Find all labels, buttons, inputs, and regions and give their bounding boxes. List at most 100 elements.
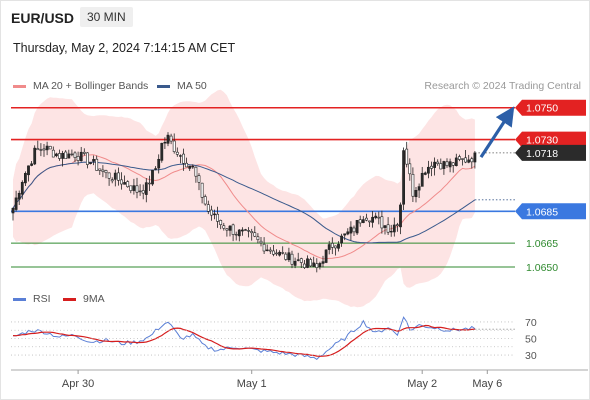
- candle-body: [200, 182, 204, 198]
- candle: [76, 151, 80, 166]
- datetime-label: Thursday, May 2, 2024 7:14:15 AM CET: [13, 41, 236, 55]
- candle: [30, 161, 34, 167]
- candle-body: [262, 243, 266, 252]
- level-label-1.0650: 1.0650: [526, 262, 558, 274]
- candle: [361, 216, 365, 224]
- candle: [113, 169, 117, 187]
- candle-body: [278, 251, 282, 256]
- candle: [386, 217, 390, 236]
- candle-body: [302, 263, 306, 268]
- timeframe-badge[interactable]: 30 MIN: [80, 7, 133, 27]
- candle-body: [352, 227, 356, 233]
- candle: [467, 154, 471, 164]
- candle: [14, 190, 18, 212]
- candle-body: [361, 219, 365, 223]
- candle: [216, 206, 220, 228]
- candle-body: [129, 185, 133, 191]
- candle-body: [402, 150, 406, 205]
- level-tag-1.0685: [515, 203, 586, 220]
- candle: [405, 141, 409, 168]
- candle-body: [383, 225, 387, 228]
- candle: [228, 224, 232, 237]
- candle: [426, 160, 430, 179]
- symbol-title: EUR/USD: [11, 10, 75, 26]
- candle-body: [20, 181, 24, 195]
- candle-body: [467, 159, 471, 163]
- candle: [135, 177, 139, 199]
- legend-ma50-label: MA 50: [177, 80, 207, 92]
- candle: [244, 228, 247, 231]
- candle: [371, 210, 375, 228]
- level-label-1.0730: 1.0730: [526, 135, 558, 147]
- level-label-1.0750: 1.0750: [526, 103, 558, 115]
- candle-body: [138, 190, 142, 193]
- candle: [268, 247, 272, 254]
- candle-body: [117, 172, 120, 181]
- candle: [120, 172, 123, 190]
- candle-body: [265, 249, 269, 251]
- candle-body: [98, 168, 102, 171]
- candle-body: [445, 161, 449, 166]
- candle-body: [126, 181, 130, 188]
- candle-body: [86, 152, 89, 165]
- candle-body: [70, 153, 74, 156]
- candle-body: [203, 196, 207, 205]
- legend-ma20: MA 20 + Bollinger Bands: [13, 80, 148, 92]
- candle-body: [33, 147, 37, 165]
- candle: [129, 185, 133, 194]
- candle: [166, 132, 170, 147]
- candle-body: [244, 229, 247, 231]
- candle: [430, 161, 433, 177]
- candle: [210, 205, 213, 221]
- rsi-swatch: [13, 297, 26, 301]
- candle-body: [30, 163, 34, 166]
- candle-body: [368, 220, 371, 223]
- candle: [101, 165, 105, 178]
- candle-body: [39, 149, 43, 151]
- candle: [306, 255, 309, 269]
- candle: [51, 146, 55, 158]
- candle: [278, 250, 282, 257]
- candle-body: [107, 172, 111, 179]
- candle-body: [228, 225, 232, 231]
- candle: [315, 258, 319, 273]
- candle: [256, 233, 260, 244]
- candle-body: [461, 158, 464, 160]
- candle-body: [374, 215, 378, 219]
- candle-body: [101, 169, 105, 172]
- candle-body: [330, 243, 334, 248]
- candle-body: [169, 135, 173, 142]
- candle-body: [76, 156, 80, 161]
- candle: [265, 244, 269, 252]
- candle-body: [144, 182, 148, 195]
- candle-body: [210, 209, 213, 216]
- rsi-tick-30: 30: [525, 350, 537, 362]
- candle-body: [473, 152, 477, 163]
- candle: [368, 220, 371, 228]
- candle-body: [157, 158, 161, 169]
- legend-9ma: 9MA: [63, 293, 105, 305]
- candle: [253, 226, 257, 238]
- candle-body: [237, 229, 241, 237]
- candle-body: [306, 258, 309, 268]
- legend-9ma-label: 9MA: [83, 293, 105, 305]
- candle: [451, 162, 455, 173]
- candle-body: [92, 159, 96, 162]
- legend-rsi-label: RSI: [33, 293, 51, 305]
- candle-body: [120, 179, 123, 185]
- rsi-tick-50: 50: [525, 334, 537, 346]
- candle-body: [268, 249, 272, 252]
- candle-body: [430, 165, 433, 169]
- candle: [123, 175, 127, 185]
- candle: [473, 150, 477, 169]
- x-tick-label: May 2: [407, 378, 437, 390]
- candle: [470, 156, 474, 169]
- candle-body: [346, 231, 350, 235]
- candle-body: [250, 231, 254, 234]
- candle-body: [234, 233, 238, 236]
- candle-body: [82, 151, 86, 154]
- candle-body: [392, 224, 396, 233]
- candle: [169, 133, 173, 145]
- candle-body: [213, 213, 216, 216]
- candle: [64, 150, 68, 160]
